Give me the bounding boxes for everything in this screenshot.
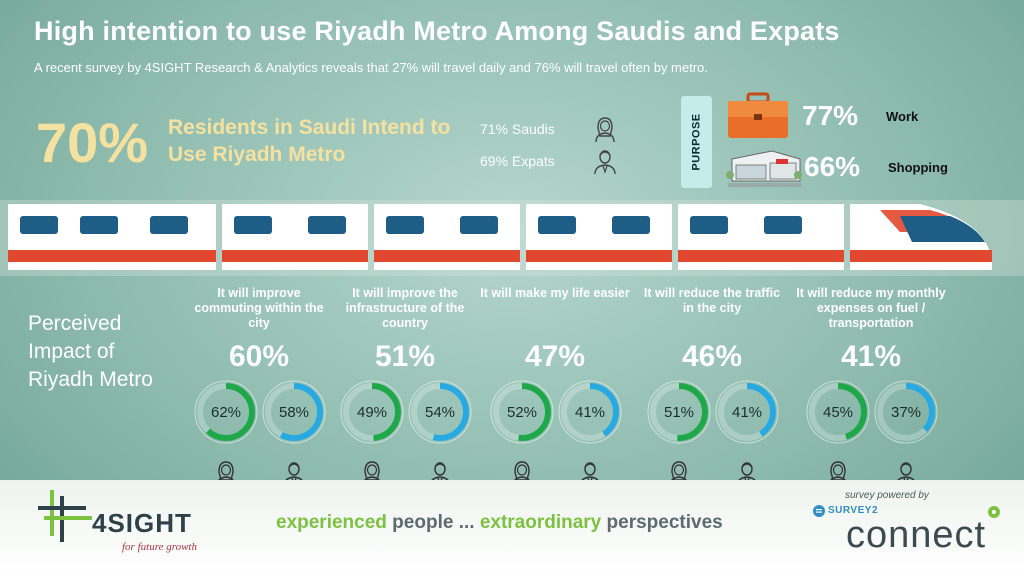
- impact-question: It will improve the infrastructure of th…: [345, 286, 465, 330]
- purpose-label-box: PURPOSE: [681, 96, 712, 188]
- powered-by-label: survey powered by: [845, 490, 929, 501]
- purpose-label: PURPOSE: [690, 113, 703, 171]
- survey2-chat-icon: [813, 505, 825, 517]
- work-percent: 77%: [802, 100, 859, 131]
- impact-group: It will improve commuting within the cit…: [184, 286, 334, 487]
- connect-logo-text: connect: [846, 514, 987, 556]
- impact-group: It will reduce the traffic in the city 46…: [637, 286, 787, 487]
- expat-donut-value: 41%: [574, 403, 606, 421]
- saudi-stat: 71% Saudis: [480, 114, 620, 144]
- tagline-part-1: experienced: [276, 512, 387, 533]
- impact-group: It will make my life easier 47% 52% 41%: [480, 286, 630, 487]
- tagline-part-2: people ...: [386, 512, 480, 533]
- saudi-donut: 51%: [647, 380, 711, 444]
- purpose-work: 77% Work: [726, 92, 918, 140]
- expat-donut: 58%: [262, 380, 326, 444]
- expat-donut: 54%: [408, 380, 472, 444]
- work-label: Work: [886, 108, 919, 124]
- impact-group: It will reduce my monthly expenses on fu…: [796, 286, 946, 487]
- headline-description: Residents in Saudi Intend to Use Riyadh …: [168, 116, 451, 166]
- 4sight-logo-text: 4SIGHT: [92, 508, 192, 538]
- saudi-donut: 45%: [806, 380, 870, 444]
- expat-donut-value: 41%: [731, 403, 763, 421]
- tagline-part-4: perspectives: [601, 512, 723, 533]
- saudi-donut: 52%: [490, 380, 554, 444]
- mall-icon: [726, 150, 802, 187]
- expat-donut-value: 54%: [424, 403, 456, 421]
- shopping-percent: 66%: [804, 151, 861, 182]
- purpose-shopping: 66% Shopping: [726, 145, 948, 189]
- connect-chat-icon: [988, 506, 1000, 518]
- expat-donut-value: 58%: [278, 403, 310, 421]
- saudi-person-icon: [595, 117, 615, 143]
- footer: [0, 480, 1024, 576]
- saudi-donut-value: 62%: [210, 403, 242, 421]
- saudi-stat-label: 71% Saudis: [480, 121, 555, 137]
- impact-total-percent: 47%: [524, 340, 586, 373]
- impact-question: It will improve commuting within the cit…: [194, 286, 324, 330]
- headline-percent: 70%: [36, 111, 149, 174]
- expat-donut-value: 37%: [890, 403, 922, 421]
- expat-donut: 41%: [715, 380, 779, 444]
- footer-tagline: experienced people ... extraordinary per…: [276, 512, 723, 534]
- expat-stat: 69% Expats: [480, 146, 620, 176]
- impact-total-percent: 60%: [228, 340, 290, 373]
- subtitle: A recent survey by 4SIGHT Research & Ana…: [34, 60, 708, 75]
- survey2-label: SURVEY2: [828, 505, 879, 516]
- impact-question: It will reduce my monthly expenses on fu…: [796, 286, 946, 330]
- impact-question: It will reduce the traffic in the city: [643, 286, 781, 315]
- saudi-donut-value: 45%: [822, 403, 854, 421]
- saudi-donut: 62%: [194, 380, 258, 444]
- 4sight-logo-mark: [38, 490, 92, 542]
- expat-stat-label: 69% Expats: [480, 153, 555, 169]
- expat-person-icon: [594, 150, 616, 175]
- expat-donut: 41%: [558, 380, 622, 444]
- impact-heading: Perceived Impact of Riyadh Metro: [28, 312, 153, 391]
- briefcase-icon: [728, 92, 788, 138]
- saudi-donut-value: 52%: [506, 403, 538, 421]
- saudi-donut: 49%: [340, 380, 404, 444]
- impact-total-percent: 51%: [374, 340, 436, 373]
- tagline-part-3: extraordinary: [479, 512, 602, 533]
- expat-donut: 37%: [874, 380, 938, 444]
- page-title: High intention to use Riyadh Metro Among…: [34, 16, 840, 46]
- impact-total-percent: 46%: [681, 340, 743, 373]
- metro-train-illustration: [0, 200, 1024, 276]
- 4sight-logo-tagline: for future growth: [122, 541, 197, 553]
- impact-question: It will make my life easier: [480, 286, 630, 300]
- shopping-label: Shopping: [888, 159, 948, 175]
- saudi-donut-value: 51%: [663, 403, 695, 421]
- impact-total-percent: 41%: [840, 340, 902, 373]
- saudi-donut-value: 49%: [356, 403, 388, 421]
- impact-group: It will improve the infrastructure of th…: [330, 286, 480, 487]
